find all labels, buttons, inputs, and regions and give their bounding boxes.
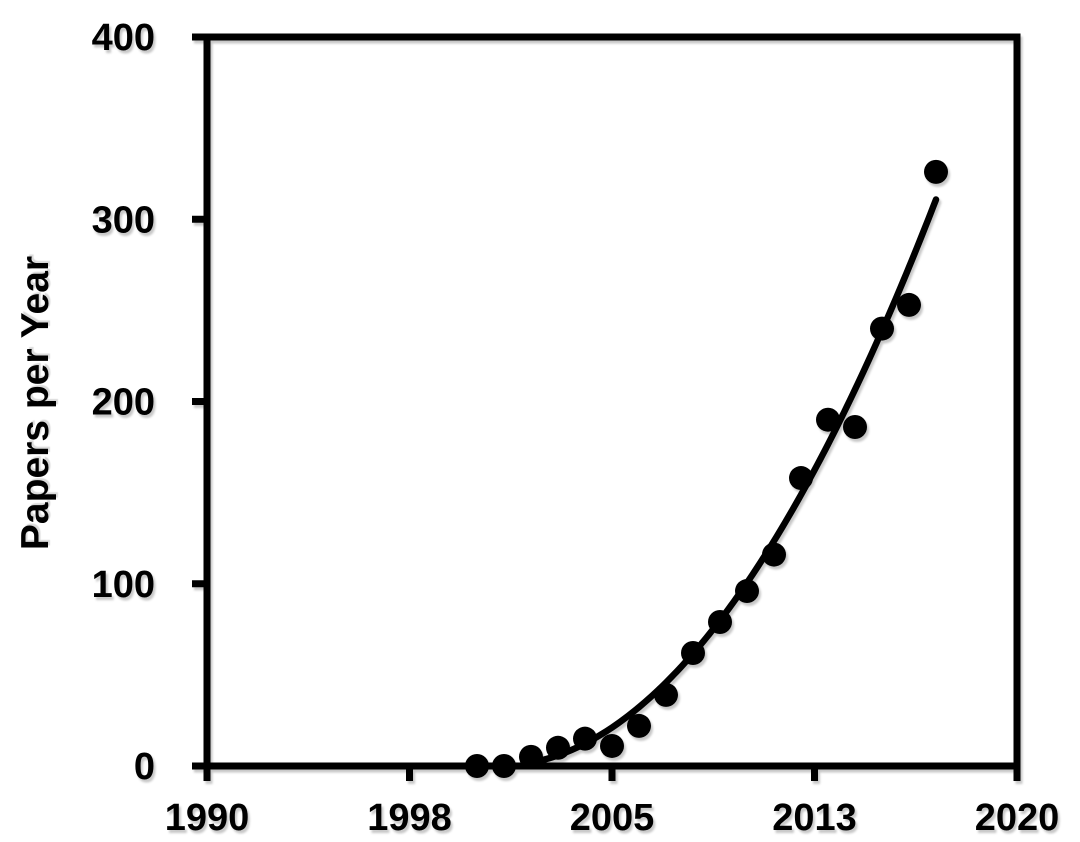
y-tick-label: 0: [134, 746, 155, 788]
data-point: [762, 542, 786, 567]
data-point: [708, 610, 732, 635]
data-point: [897, 292, 921, 317]
x-tick-label: 2020: [975, 797, 1060, 839]
y-tick-label: 300: [92, 199, 155, 241]
data-point: [627, 713, 651, 738]
plot-border: [203, 33, 1021, 770]
data-point: [924, 159, 948, 184]
x-tick-label: 1990: [165, 797, 250, 839]
data-point: [735, 579, 759, 604]
x-tick-label: 2005: [570, 797, 655, 839]
x-tick-label: 2013: [772, 797, 857, 839]
y-tick-label: 200: [92, 382, 155, 424]
data-point: [789, 466, 813, 491]
data-point: [654, 682, 678, 707]
data-point: [573, 726, 597, 751]
data-point: [870, 316, 894, 341]
data-point: [546, 735, 570, 760]
y-tick-label: 400: [92, 17, 155, 59]
y-axis-title: Papers per Year: [14, 255, 57, 551]
y-tick-label: 100: [92, 564, 155, 606]
trendline: [538, 196, 940, 764]
data-point: [843, 415, 867, 440]
data-point: [492, 754, 516, 778]
data-point: [816, 407, 840, 432]
data-point: [600, 733, 624, 758]
data-point: [681, 641, 705, 666]
x-tick-label: 1998: [367, 797, 452, 839]
data-point: [519, 744, 543, 769]
data-point: [465, 754, 489, 778]
